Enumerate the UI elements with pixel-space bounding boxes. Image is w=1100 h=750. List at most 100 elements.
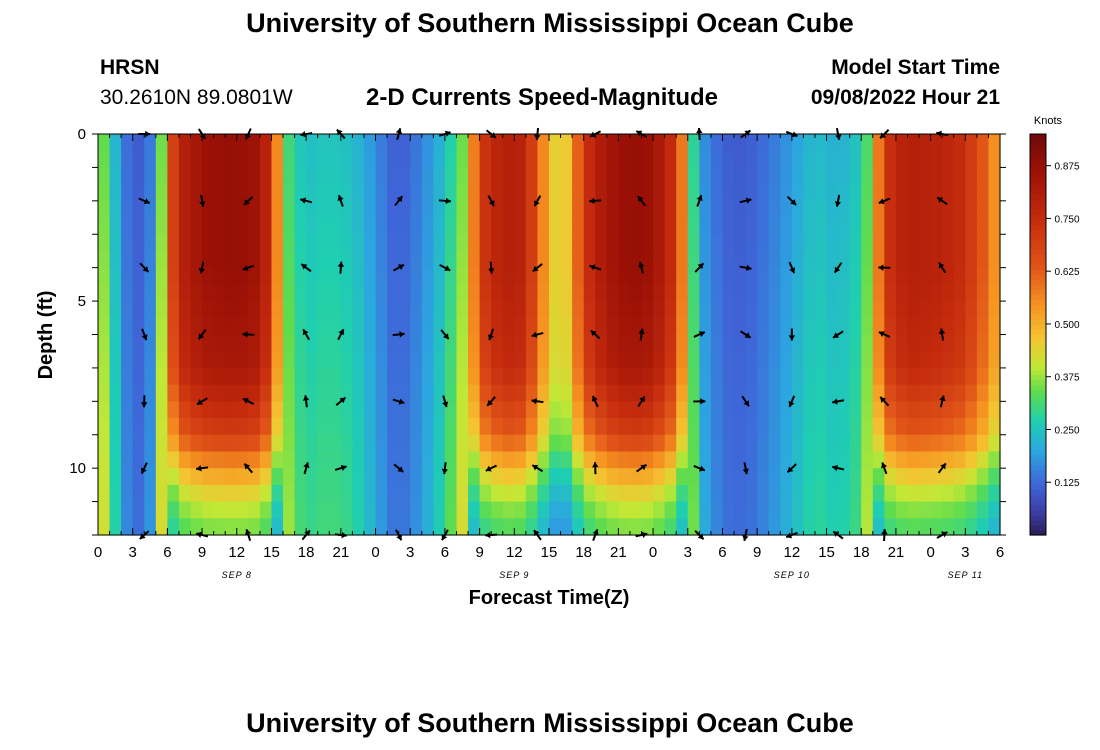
heatmap-cell	[444, 267, 458, 285]
heatmap-cell	[167, 518, 180, 536]
heatmap-cell	[167, 267, 180, 285]
heatmap-cell	[641, 468, 654, 486]
heatmap-cell	[849, 284, 862, 302]
heatmap-cell	[919, 367, 932, 386]
heatmap-cell	[595, 501, 608, 519]
current-arrow-head	[878, 198, 885, 205]
heatmap-cell	[468, 451, 481, 469]
heatmap-cell	[283, 301, 296, 319]
heatmap-cell	[687, 401, 700, 419]
heatmap-cell	[340, 234, 354, 252]
heatmap-cell	[953, 184, 966, 202]
heatmap-cell	[502, 451, 515, 469]
current-arrow-head	[199, 133, 206, 140]
heatmap-cell	[653, 468, 666, 486]
heatmap-cell	[259, 200, 273, 219]
heatmap-cell	[965, 317, 978, 336]
heatmap-cell	[410, 367, 423, 386]
heatmap-cell	[583, 434, 596, 453]
heatmap-cell	[109, 250, 122, 269]
heatmap-cell	[178, 217, 192, 235]
heatmap-cell	[248, 401, 261, 419]
heatmap-cell	[502, 267, 515, 285]
heatmap-cell	[895, 418, 909, 436]
colorbar-segment	[1030, 484, 1046, 491]
heatmap-cell	[178, 167, 192, 185]
heatmap-cell	[861, 301, 874, 319]
heatmap-cell	[884, 234, 897, 252]
heatmap-cell	[641, 134, 654, 152]
heatmap-cell	[768, 351, 781, 369]
current-arrow-head	[938, 262, 945, 269]
heatmap-cell	[930, 301, 943, 319]
heatmap-cell	[664, 384, 677, 402]
heatmap-cell	[525, 234, 539, 252]
current-arrow-head	[788, 400, 795, 407]
heatmap-cell	[572, 301, 585, 319]
heatmap-cell	[121, 384, 134, 402]
heatmap-cell	[236, 250, 249, 269]
heatmap-cell	[410, 301, 423, 319]
heatmap-cell	[398, 418, 411, 436]
heatmap-cell	[710, 468, 724, 486]
heatmap-cell	[895, 217, 909, 235]
heatmap-cell	[410, 134, 423, 152]
heatmap-cell	[710, 250, 724, 269]
heatmap-cell	[468, 234, 481, 252]
heatmap-cell	[202, 484, 215, 503]
heatmap-cell	[375, 401, 388, 419]
heatmap-cell	[872, 518, 885, 536]
current-arrow-head	[488, 200, 495, 207]
heatmap-cell	[768, 284, 781, 302]
current-arrow-head	[302, 329, 309, 336]
heatmap-cell	[595, 451, 608, 469]
heatmap-cell	[895, 267, 909, 285]
heatmap-cell	[363, 334, 377, 352]
heatmap-cell	[259, 334, 273, 352]
heatmap-cell	[514, 267, 527, 285]
heatmap-cell	[352, 250, 365, 269]
heatmap-cell	[398, 468, 411, 486]
heatmap-cell	[317, 418, 330, 436]
heatmap-cell	[838, 518, 851, 536]
heatmap-cell	[687, 434, 700, 453]
heatmap-cell	[988, 501, 1001, 519]
heatmap-cell	[340, 434, 354, 453]
x-tick-label: 12	[506, 544, 523, 561]
heatmap-cell	[525, 351, 539, 369]
heatmap-cell	[387, 167, 400, 185]
heatmap-cell	[549, 501, 562, 519]
heatmap-cell	[433, 234, 446, 252]
current-arrow	[879, 396, 890, 407]
heatmap-cell	[421, 451, 434, 469]
heatmap-cell	[583, 184, 596, 202]
heatmap-cell	[814, 317, 828, 336]
heatmap-cell	[167, 317, 180, 336]
colorbar-segment	[1030, 429, 1046, 436]
heatmap-cell	[468, 134, 481, 152]
x-tick-label: 6	[996, 544, 1004, 561]
heatmap-cell	[919, 401, 932, 419]
heatmap-cell	[976, 217, 990, 235]
heatmap-cell	[109, 150, 122, 169]
heatmap-cell	[410, 317, 423, 336]
colorbar-segment	[1030, 259, 1046, 265]
heatmap-cell	[930, 217, 943, 235]
current-arrow	[337, 328, 345, 341]
heatmap-cell	[734, 367, 747, 386]
heatmap-cell	[294, 518, 307, 536]
heatmap-cell	[745, 184, 758, 202]
heatmap-cell	[294, 284, 307, 302]
heatmap-cell	[965, 367, 978, 386]
colorbar-frame	[1029, 133, 1047, 536]
heatmap-cell	[236, 501, 249, 519]
heatmap-cell	[965, 384, 978, 402]
heatmap-cell	[444, 484, 458, 503]
heatmap-cell	[121, 401, 134, 419]
current-arrow-head	[301, 264, 308, 270]
heatmap-cell	[421, 501, 434, 519]
heatmap-cell	[340, 518, 354, 536]
current-arrow	[786, 195, 797, 206]
colorbar-segment	[1030, 409, 1046, 416]
heatmap-cell	[144, 401, 157, 419]
